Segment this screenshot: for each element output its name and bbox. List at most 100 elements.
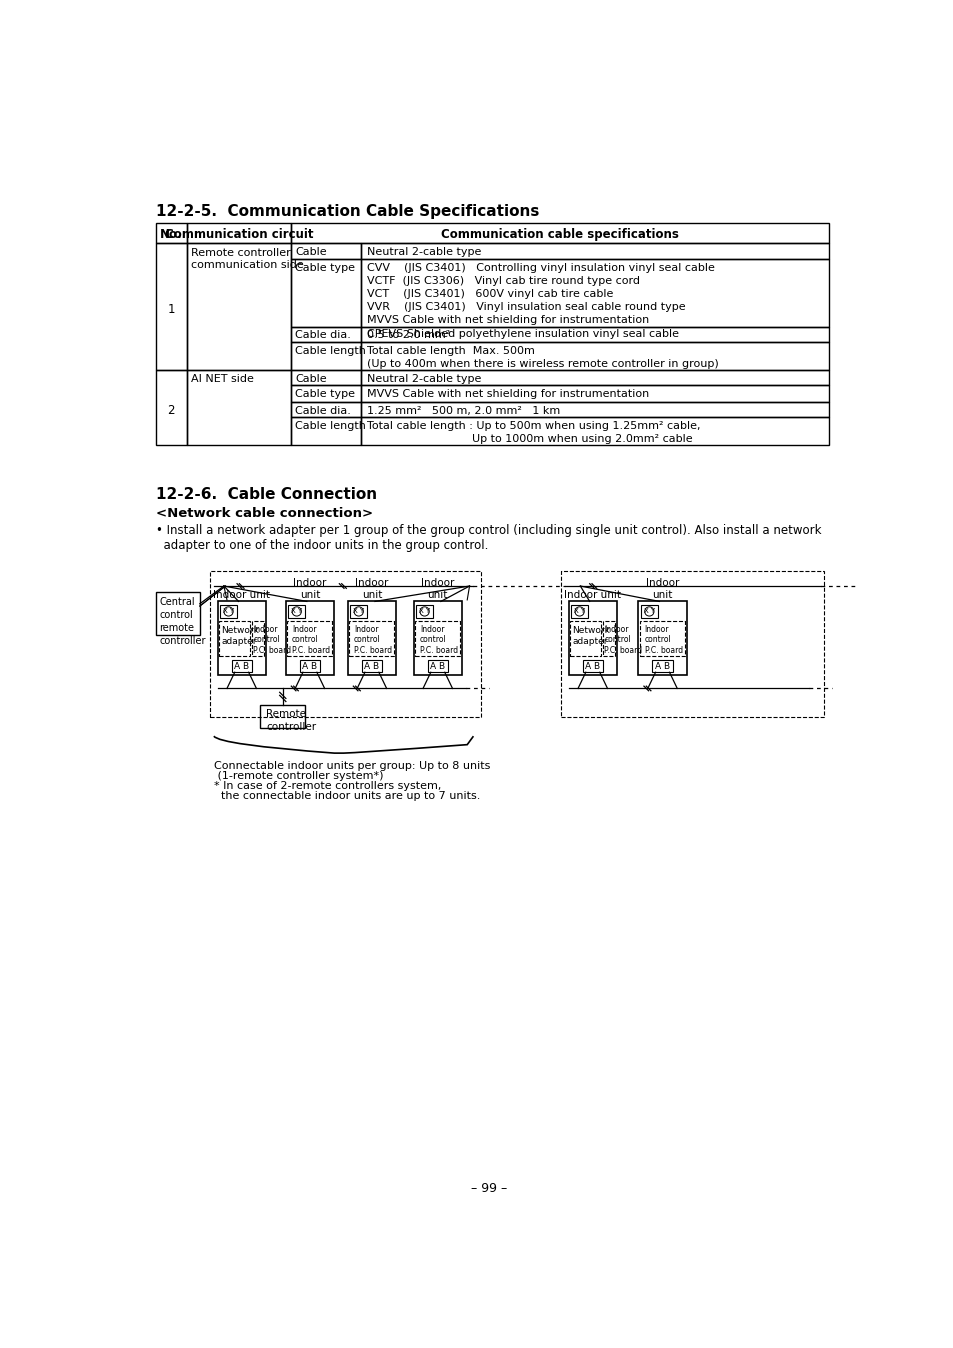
Bar	[427, 661, 447, 673]
Bar	[286, 601, 334, 674]
Text: MVVS Cable with net shielding for instrumentation: MVVS Cable with net shielding for instru…	[367, 390, 649, 399]
Text: Remote controller
communication side: Remote controller communication side	[192, 248, 304, 270]
Bar	[291, 259, 360, 326]
Bar	[187, 224, 291, 244]
Bar	[291, 342, 360, 369]
Bar	[291, 402, 360, 418]
Text: Cable type: Cable type	[294, 390, 355, 399]
Bar	[602, 621, 615, 656]
Text: AI NET side: AI NET side	[192, 375, 253, 384]
Text: Indoor
control
P.C. board: Indoor control P.C. board	[292, 624, 330, 655]
Text: Central
control
remote
controller: Central control remote controller	[159, 597, 206, 647]
Bar	[291, 386, 360, 402]
Text: No.: No.	[160, 228, 182, 241]
Text: Cable: Cable	[294, 247, 327, 257]
Text: Indoor
unit: Indoor unit	[355, 578, 388, 600]
Bar	[260, 705, 305, 728]
Text: A B: A B	[430, 662, 445, 671]
Bar	[291, 224, 828, 244]
Bar	[252, 621, 264, 656]
Bar	[349, 621, 394, 656]
Bar	[360, 326, 828, 342]
Bar	[640, 604, 658, 619]
Bar	[291, 326, 360, 342]
Text: 0.5 to 2.0 mm²: 0.5 to 2.0 mm²	[367, 330, 450, 341]
Bar	[361, 661, 381, 673]
Text: the connectable indoor units are up to 7 units.: the connectable indoor units are up to 7…	[213, 791, 479, 801]
Text: Cable: Cable	[294, 373, 327, 384]
Bar	[360, 418, 828, 445]
Bar	[155, 369, 187, 445]
Bar	[360, 259, 828, 326]
Text: * In case of 2-remote controllers system,: * In case of 2-remote controllers system…	[213, 780, 440, 791]
Bar	[187, 369, 291, 445]
Bar	[571, 604, 587, 619]
Text: Indoor
unit: Indoor unit	[420, 578, 454, 600]
Bar	[652, 661, 672, 673]
Text: 1: 1	[167, 303, 174, 317]
Text: Indoor
control
P.C. board: Indoor control P.C. board	[419, 624, 457, 655]
Text: Cable dia.: Cable dia.	[294, 406, 351, 415]
Text: A B: A B	[302, 662, 317, 671]
Bar	[291, 244, 360, 259]
Bar	[570, 621, 600, 656]
Text: Communication cable specifications: Communication cable specifications	[441, 228, 679, 241]
Text: • Install a network adapter per 1 group of the group control (including single u: • Install a network adapter per 1 group …	[155, 524, 821, 553]
Text: Total cable length  Max. 500m
(Up to 400m when there is wireless remote controll: Total cable length Max. 500m (Up to 400m…	[367, 346, 719, 369]
Text: 12-2-5.  Communication Cable Specifications: 12-2-5. Communication Cable Specificatio…	[155, 204, 538, 220]
Bar	[155, 592, 199, 635]
Bar	[360, 386, 828, 402]
Bar	[360, 402, 828, 418]
Text: A B: A B	[364, 662, 379, 671]
Text: <Network cable connection>: <Network cable connection>	[155, 507, 373, 520]
Bar	[232, 661, 252, 673]
Text: Network
adapter: Network adapter	[572, 625, 610, 646]
Text: Indoor
control
P.C. board: Indoor control P.C. board	[354, 624, 392, 655]
Bar	[638, 601, 686, 674]
Bar	[291, 369, 360, 386]
Bar	[360, 369, 828, 386]
Text: Indoor
control
P.C. board: Indoor control P.C. board	[604, 624, 642, 655]
Text: A B: A B	[584, 662, 599, 671]
Text: Total cable length : Up to 500m when using 1.25mm² cable,
                      : Total cable length : Up to 500m when usi…	[367, 421, 700, 445]
Text: Cable length: Cable length	[294, 346, 366, 356]
Text: Connectable indoor units per group: Up to 8 units: Connectable indoor units per group: Up t…	[213, 760, 490, 771]
Text: X Y: X Y	[353, 608, 364, 615]
Text: Indoor unit: Indoor unit	[213, 590, 270, 600]
Bar	[639, 621, 684, 656]
Text: X Y: X Y	[574, 608, 584, 615]
Bar	[291, 418, 360, 445]
Text: Network
adapter: Network adapter	[221, 625, 259, 646]
Bar	[287, 621, 332, 656]
Text: X Y: X Y	[223, 608, 233, 615]
Bar	[360, 342, 828, 369]
Text: 12-2-6.  Cable Connection: 12-2-6. Cable Connection	[155, 488, 376, 503]
Bar	[187, 244, 291, 369]
Bar	[414, 601, 461, 674]
Text: Cable dia.: Cable dia.	[294, 330, 351, 341]
Text: Neutral 2-cable type: Neutral 2-cable type	[367, 373, 481, 384]
Bar	[217, 601, 266, 674]
Bar	[219, 621, 250, 656]
Text: – 99 –: – 99 –	[471, 1182, 506, 1196]
Bar	[155, 244, 187, 369]
Text: Indoor
unit: Indoor unit	[293, 578, 326, 600]
Bar	[582, 661, 602, 673]
Bar	[299, 661, 319, 673]
Text: Communication circuit: Communication circuit	[165, 228, 313, 241]
Bar	[568, 601, 617, 674]
Text: Indoor
control
P.C. board: Indoor control P.C. board	[253, 624, 292, 655]
Bar	[220, 604, 236, 619]
Text: A B: A B	[655, 662, 669, 671]
Bar	[288, 604, 305, 619]
Text: CVV    (JIS C3401)   Controlling vinyl insulation vinyl seal cable
VCTF  (JIS C3: CVV (JIS C3401) Controlling vinyl insula…	[367, 263, 715, 338]
Bar	[416, 604, 433, 619]
Text: Remote
controller: Remote controller	[266, 709, 316, 732]
Text: X Y: X Y	[291, 608, 302, 615]
Bar	[350, 604, 367, 619]
Bar	[360, 244, 828, 259]
Text: Neutral 2-cable type: Neutral 2-cable type	[367, 247, 481, 257]
Bar	[210, 570, 480, 717]
Text: X Y: X Y	[643, 608, 655, 615]
Text: A B: A B	[233, 662, 249, 671]
